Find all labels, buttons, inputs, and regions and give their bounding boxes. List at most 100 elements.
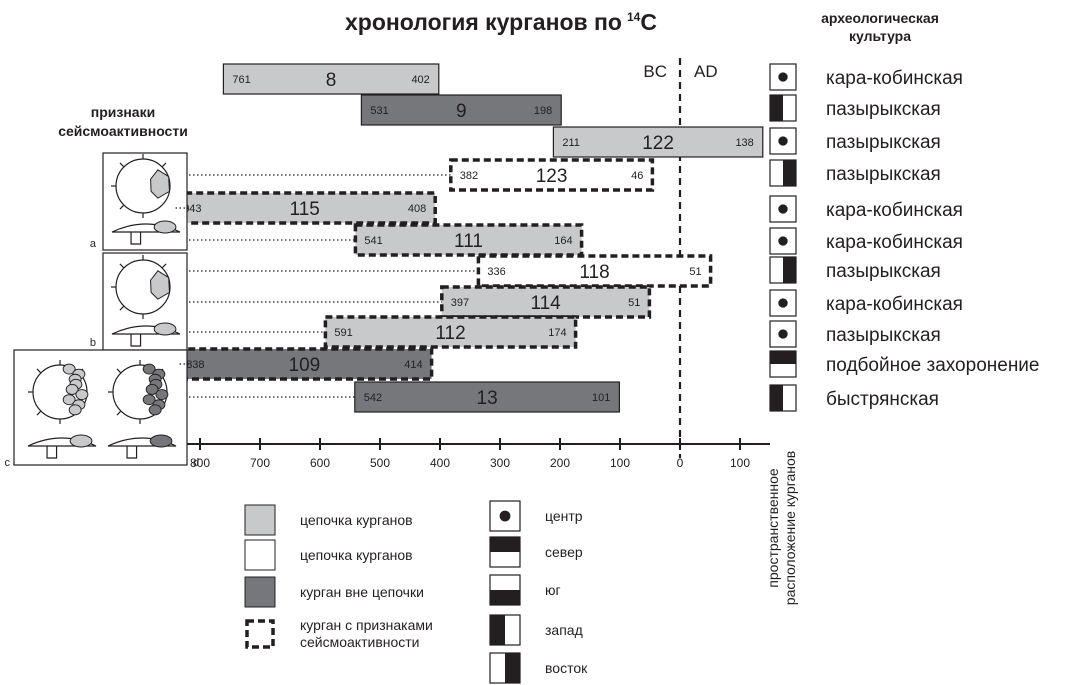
culture-header-line-1: археологическая	[821, 10, 939, 26]
seismic-panel-a-plan-tick-5	[119, 205, 124, 210]
bar-start-label-13: 542	[364, 392, 382, 404]
era-label-bc: BC	[643, 62, 667, 81]
legend-fill-label-3-0: курган с признаками	[300, 617, 433, 633]
seismic-panel-a-section-slide	[153, 220, 177, 234]
culture-label-115: кара-кобинская	[826, 200, 963, 221]
legend-position-symbol-west	[489, 614, 521, 646]
culture-label-114: кара-кобинская	[826, 294, 963, 315]
bar-start-label-9: 531	[370, 105, 388, 117]
culture-position-symbol-112	[769, 320, 797, 348]
bar-9	[360, 94, 562, 126]
seismic-panel-b-plan-tick-5	[119, 306, 124, 311]
culture-position-symbol-111-dot	[778, 236, 788, 246]
culture-label-123: пазырыкская	[826, 164, 941, 185]
culture-label-112: пазырыкская	[826, 325, 941, 346]
panel-letter-c: c	[5, 457, 11, 469]
bar-group-118: 336 51 118	[476, 254, 713, 288]
x-tick-label-7: 100	[610, 456, 630, 470]
legend-position-label-north: север	[545, 544, 583, 560]
bar-end-label-123: 46	[631, 170, 643, 182]
chart-title-sup: 14	[627, 10, 641, 24]
bar-group-109: 838 414 109	[175, 347, 434, 381]
seismic-panel-a-section-pit	[130, 232, 142, 245]
culture-position-symbol-115-dot	[778, 204, 788, 214]
seismic-panel-b-section-slide	[153, 322, 177, 336]
bar-end-label-122: 138	[735, 137, 753, 149]
legend-fill-label-2-0: курган вне цепочки	[300, 584, 424, 600]
legend-position-symbol-west-fill	[490, 615, 505, 645]
bar-8	[222, 63, 440, 95]
bar-id-label-112: 112	[435, 323, 465, 344]
bar-start-label-122: 211	[562, 137, 580, 149]
bar-start-label-118: 336	[487, 266, 505, 278]
culture-column: археологическая культура кара-кобинская паз…	[765, 10, 1040, 605]
bar-group-115: 843 408 115	[172, 191, 437, 225]
culture-position-symbol-9-fill	[770, 95, 783, 121]
bar-id-label-109: 109	[289, 355, 321, 376]
culture-position-symbol-112-dot	[778, 329, 788, 339]
culture-label-9: пазырыкская	[826, 99, 941, 120]
seismic-panel-c-plan-stone-0	[62, 363, 76, 375]
bar-id-label-114: 114	[530, 293, 561, 314]
bar-start-label-123: 382	[460, 170, 478, 182]
bars-layer: 761 402 8 531 198 9 211 138 122 382 46 123 843 408 115…	[172, 63, 764, 413]
culture-position-symbol-8	[769, 63, 797, 91]
seismic-panel-b-plan-mound	[150, 270, 170, 300]
chart-title-tail: C	[640, 9, 657, 35]
seismic-panel-d-section-pit	[126, 446, 138, 459]
seismic-panel-d-plan-stone-8	[148, 404, 162, 416]
culture-label-111: кара-кобинская	[826, 232, 963, 253]
panel-letter-b: b	[90, 337, 96, 349]
era-label-ad: AD	[694, 62, 718, 81]
legend-position-symbol-center-dot	[499, 510, 511, 522]
x-tick-label-1: 700	[250, 456, 270, 470]
seismic-panel-c-plan-tick-5	[36, 411, 41, 416]
culture-position-symbol-114	[769, 289, 797, 317]
x-tick-label-8: 0	[677, 456, 684, 470]
culture-position-symbol-115	[769, 195, 797, 223]
bar-end-label-115: 408	[408, 203, 426, 215]
bar-id-label-111: 111	[454, 231, 483, 252]
era-layer: BC AD	[643, 58, 718, 458]
x-axis: 800 700 600 500 400 300 200 100 0 100	[170, 438, 770, 470]
culture-position-symbol-123	[769, 159, 797, 187]
culture-position-symbol-8-dot	[778, 72, 788, 82]
bar-118	[476, 254, 713, 288]
x-tick-label-9: 100	[730, 456, 750, 470]
culture-position-symbol-123-fill	[783, 160, 796, 186]
legend-position-label-east: восток	[545, 660, 588, 676]
bar-109	[175, 347, 434, 381]
legend-fill-swatch-0	[244, 504, 276, 536]
legend-position-symbol-center	[489, 500, 521, 532]
bar-group-9: 531 198 9	[360, 94, 562, 126]
position-axis-label-line-2: расположение курганов	[782, 451, 798, 605]
culture-position-symbol-122-dot	[778, 136, 788, 146]
culture-position-symbol-114-dot	[778, 298, 788, 308]
bar-end-label-8: 402	[411, 74, 429, 86]
bar-end-label-118: 51	[689, 266, 701, 278]
seismic-panel-d-plan-tick-5	[116, 411, 121, 416]
bar-end-label-13: 101	[592, 392, 610, 404]
position-axis-label: пространственноерасположение курганов	[765, 451, 798, 605]
legend-position-label-center: центр	[545, 508, 583, 524]
bar-id-label-115: 115	[290, 199, 320, 220]
bar-start-label-114: 397	[451, 297, 469, 309]
bar-13	[354, 381, 620, 413]
seismic-panel-c-section-slide	[69, 434, 93, 448]
seismic-panel-d-plan-stone-6	[142, 394, 156, 406]
seismic-panel-a	[102, 152, 188, 251]
panel-letter-a: a	[90, 238, 97, 250]
bar-id-label-123: 123	[536, 166, 568, 187]
seismic-panel-b-section-pit	[130, 334, 142, 347]
x-tick-label-2: 600	[310, 456, 330, 470]
bar-end-label-112: 174	[548, 327, 566, 339]
bar-group-13: 542 101 13	[354, 381, 620, 413]
seismic-header-line-1: признаки	[91, 104, 155, 120]
bar-group-111: 541 164 111	[353, 223, 584, 257]
bar-123	[449, 158, 655, 192]
bar-group-122: 211 138 122	[552, 126, 764, 158]
bar-id-label-118: 118	[579, 262, 609, 283]
culture-position-symbol-118	[769, 256, 797, 284]
bar-id-label-8: 8	[326, 70, 337, 91]
position-axis-label-line-1: пространственное	[765, 468, 781, 588]
